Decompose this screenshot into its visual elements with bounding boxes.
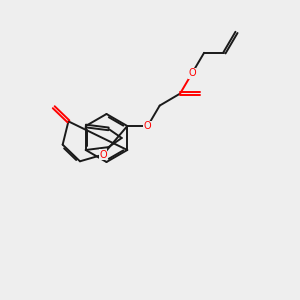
Text: O: O — [144, 121, 152, 131]
Text: O: O — [99, 150, 107, 160]
Text: O: O — [188, 68, 196, 78]
